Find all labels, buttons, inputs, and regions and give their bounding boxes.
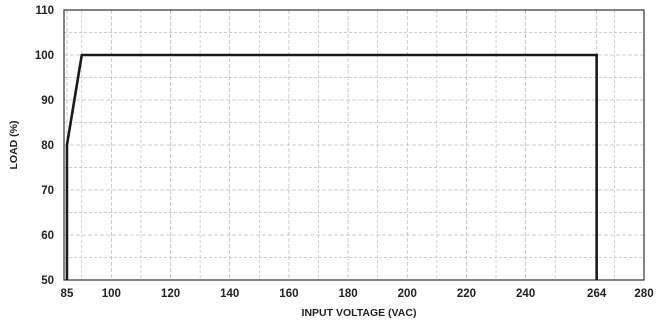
- y-axis-title: LOAD (%): [8, 121, 20, 170]
- x-tick-label: 220: [457, 288, 476, 300]
- x-axis-title: INPUT VOLTAGE (VAC): [302, 307, 417, 319]
- x-tick-label: 200: [398, 288, 417, 300]
- series-line: [65, 53, 598, 280]
- y-axis-ticks: 50 60 70 80 90 100 110: [35, 5, 54, 287]
- y-tick-label: 110: [35, 5, 54, 17]
- x-tick-label: 280: [634, 288, 653, 300]
- x-tick-label: 140: [220, 288, 239, 300]
- series-group: [65, 53, 598, 280]
- y-tick-label: 70: [41, 185, 54, 197]
- y-tick-label: 60: [41, 230, 54, 242]
- x-tick-label: 240: [516, 288, 535, 300]
- x-tick-label: 120: [161, 288, 180, 300]
- y-tick-label: 80: [41, 140, 54, 152]
- x-tick-label: 180: [338, 288, 357, 300]
- x-tick-label: 100: [102, 288, 121, 300]
- y-tick-label: 50: [41, 275, 54, 287]
- y-tick-label: 90: [41, 95, 54, 107]
- plot-frame: [63, 9, 645, 281]
- grid: [64, 10, 644, 280]
- x-tick-label: 264: [587, 288, 607, 300]
- x-axis-ticks: 85 100 120 140 160 180 200 220 240 264 280: [61, 288, 654, 300]
- y-tick-label: 100: [35, 50, 54, 62]
- x-tick-label: 160: [279, 288, 298, 300]
- x-tick-label: 85: [61, 288, 74, 300]
